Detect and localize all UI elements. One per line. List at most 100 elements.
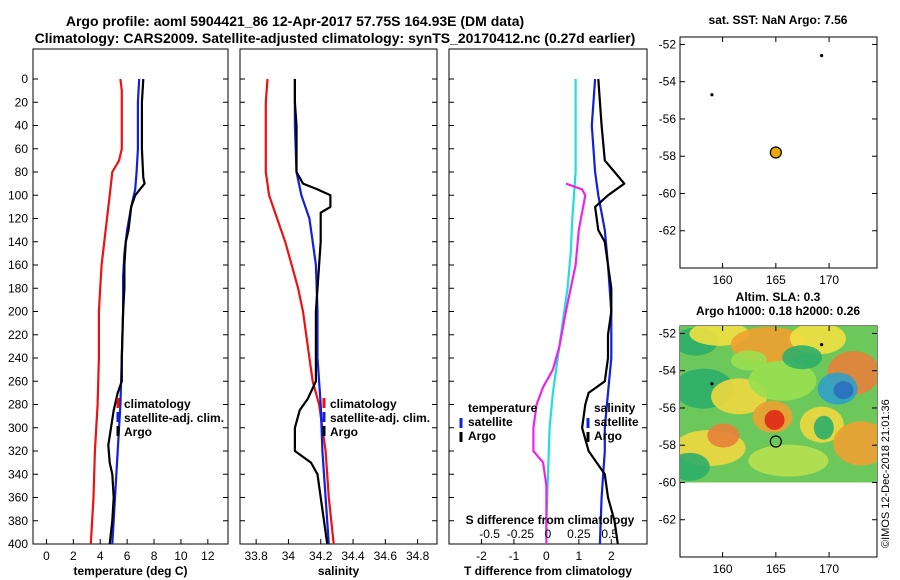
- plot-frame: [239, 48, 438, 545]
- sla-map[interactable]: -52 -54 -56 -58 -60 -62 160 165 170: [659, 322, 890, 576]
- sla-map-title-2: Argo h1000: 0.18 h2000: 0.26: [696, 304, 860, 318]
- x-top-tick-label: -0.5: [479, 527, 500, 541]
- x-tick-label: 10: [174, 549, 188, 563]
- series-line-salinity-difference: [532, 182, 587, 544]
- series-line-argo: [580, 78, 626, 545]
- x-top-tick-label: 0: [545, 527, 552, 541]
- x-tick-label: 12: [201, 549, 215, 563]
- x-tick-label: 8: [151, 549, 158, 563]
- depth-tick-label: 360: [8, 491, 28, 505]
- x-tick-label: 34.2: [309, 549, 333, 563]
- title-line-1: Argo profile: aoml 5904421_86 12-Apr-201…: [66, 13, 524, 29]
- series-line-climatology: [89, 78, 123, 545]
- map-x-tick-label: 165: [766, 273, 786, 287]
- depth-tick-label: 280: [8, 398, 28, 412]
- depth-tick-label: 0: [21, 72, 28, 86]
- profile-dot: [710, 93, 714, 97]
- x-tick-label: 0: [43, 549, 50, 563]
- legend-label: satellite-adj. clim.: [124, 411, 224, 425]
- map-y-tick-label: -62: [659, 513, 677, 527]
- x-tick-label: 2: [608, 549, 615, 563]
- x-axis-top-label: S difference from climatology: [466, 513, 635, 527]
- difference-panel: -2 -1 0 1 2T difference from climatology temp…: [448, 48, 648, 578]
- legend-label: Argo: [594, 429, 622, 443]
- depth-tick-label: 100: [8, 188, 28, 202]
- legend-label: Argo: [468, 429, 496, 443]
- x-top-tick-label: 0.5: [601, 527, 618, 541]
- x-top-tick-label: -0.25: [507, 527, 535, 541]
- legend-label: Argo: [124, 425, 152, 439]
- map-y-tick-label: -56: [659, 112, 677, 126]
- map-x-tick-label: 160: [713, 562, 733, 576]
- x-tick-label: 6: [124, 549, 131, 563]
- map-x-tick-label: 170: [819, 273, 839, 287]
- depth-tick-label: 400: [8, 537, 28, 551]
- legend-label: climatology: [330, 397, 397, 411]
- depth-tick-label: 300: [8, 421, 28, 435]
- x-tick-label: 0: [543, 549, 550, 563]
- series-line-salinity-satellite: [590, 78, 613, 545]
- x-tick-label: 34.8: [406, 549, 430, 563]
- x-axis-label: T difference from climatology: [464, 564, 632, 578]
- depth-tick-label: 160: [8, 258, 28, 272]
- sla-blob: [833, 421, 877, 466]
- depth-tick-label: 340: [8, 467, 28, 481]
- depth-tick-label: 180: [8, 281, 28, 295]
- depth-tick-label: 140: [8, 235, 28, 249]
- depth-tick-label: 220: [8, 328, 28, 342]
- map-y-tick-label: -52: [659, 326, 677, 340]
- series-line-argo: [107, 78, 146, 545]
- depth-tick-label: 40: [15, 119, 29, 133]
- x-tick-label: 2: [70, 549, 77, 563]
- title-line-2: Climatology: CARS2009. Satellite-adjuste…: [35, 30, 636, 46]
- map-y-tick-label: -62: [659, 224, 677, 238]
- depth-tick-label: 320: [8, 444, 28, 458]
- depth-tick-label: 380: [8, 514, 28, 528]
- depth-tick-label: 20: [15, 95, 29, 109]
- argo-float-marker: [769, 435, 782, 448]
- x-tick-label: -2: [476, 549, 487, 563]
- map-y-tick-label: -60: [659, 475, 677, 489]
- x-tick-label: 33.8: [244, 549, 268, 563]
- depth-axis: 0 20 40 60 80 100 120 140 160 180 200 220 240 260 280 3…: [8, 72, 28, 551]
- sla-blob: [813, 415, 834, 440]
- sla-blob: [833, 381, 854, 400]
- plot-frame: [32, 48, 229, 545]
- sst-map[interactable]: -52 -54 -56 -58 -60 -62 160 165 170: [659, 36, 878, 287]
- x-tick-label: 34.6: [374, 549, 398, 563]
- legend-label: satellite: [594, 415, 639, 429]
- sla-blob: [748, 444, 829, 477]
- watermark: ©IMOS 12-Dec-2018 21:01:36: [880, 399, 892, 548]
- legend-title-temperature: temperature: [468, 401, 538, 415]
- map-x-tick-label: 170: [819, 562, 839, 576]
- sla-map-title-1: Altim. SLA: 0.3: [736, 290, 821, 304]
- x-axis-label: salinity: [318, 564, 360, 578]
- profile-dot: [710, 382, 714, 386]
- sla-blob: [782, 345, 823, 370]
- legend-label: Argo: [330, 425, 358, 439]
- depth-tick-label: 240: [8, 351, 28, 365]
- x-tick-label: 34.4: [341, 549, 365, 563]
- salinity-panel: 33.8 34 34.2 34.4 34.6 34.8 salinity climatolog…: [239, 48, 438, 578]
- x-tick-label: 1: [575, 549, 582, 563]
- profile-dot: [820, 54, 824, 58]
- depth-tick-label: 120: [8, 212, 28, 226]
- argo-float-marker: [769, 146, 782, 159]
- sla-blob: [707, 423, 740, 448]
- depth-tick-label: 60: [15, 142, 29, 156]
- x-top-tick-label: 0.25: [567, 527, 591, 541]
- map-y-tick-label: -54: [659, 364, 677, 378]
- x-tick-label: 4: [97, 549, 104, 563]
- sla-blob: [730, 350, 767, 371]
- legend-label: satellite: [468, 415, 513, 429]
- depth-tick-label: 80: [15, 165, 29, 179]
- legend-title-salinity: salinity: [594, 401, 636, 415]
- temperature-panel: 0 2 4 6 8 10 12 temperature (deg C) climatologys…: [32, 48, 229, 578]
- sla-field: [680, 326, 877, 483]
- series-line-argo: [293, 79, 332, 545]
- sla-blob: [680, 452, 710, 481]
- depth-tick-label: 200: [8, 305, 28, 319]
- map-x-tick-label: 165: [766, 562, 786, 576]
- series-line-temperature-satellite: [545, 79, 577, 544]
